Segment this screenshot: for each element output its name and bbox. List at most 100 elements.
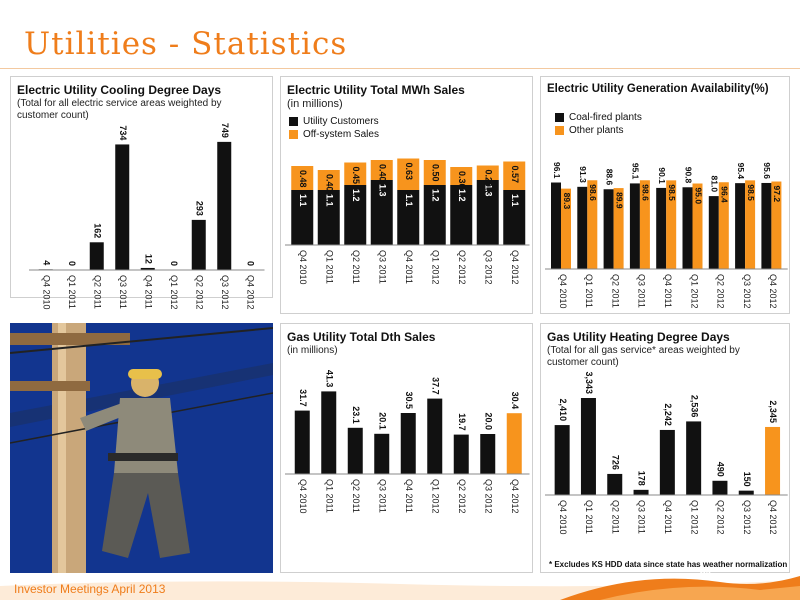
x-tick-label: Q3 2011 (377, 250, 387, 284)
data-label: 81.0 (710, 176, 720, 193)
dth-chart-subtitle: (in millions) (287, 345, 338, 356)
bar (554, 425, 570, 495)
data-label: 30.4 (510, 392, 520, 410)
data-label: 726 (610, 455, 620, 470)
x-tick-label: Q3 2012 (220, 275, 230, 310)
bar (400, 413, 416, 474)
generation-availability-panel: Electric Utility Generation Availability… (540, 76, 790, 314)
mwh-chart-subtitle: (in millions) (287, 98, 343, 110)
bar (506, 413, 522, 474)
footer-text: Investor Meetings April 2013 (14, 582, 166, 596)
data-label: 30.5 (404, 391, 414, 409)
availability-legend: Coal-fired plants Other plants (555, 111, 642, 137)
bar-coal-fired (603, 189, 614, 269)
x-tick-label: Q1 2011 (584, 500, 594, 534)
legend-swatch-orange (289, 130, 298, 139)
data-label: 0.57 (510, 166, 520, 184)
bar (427, 398, 443, 474)
hdd-chart-subtitle: (Total for all gas service* areas weight… (547, 345, 740, 368)
x-tick-label: Q4 2011 (143, 275, 153, 309)
bar-off-system-sales (344, 162, 367, 185)
x-tick-label: Q4 2010 (298, 479, 308, 514)
bar (659, 429, 675, 495)
data-label: 20.1 (377, 412, 387, 430)
data-label: 20.0 (483, 412, 493, 430)
x-tick-label: Q1 2011 (584, 274, 594, 308)
x-tick-label: Q2 2012 (457, 250, 467, 285)
data-label: 0 (169, 261, 179, 266)
bar (765, 426, 781, 495)
x-tick-label: Q3 2011 (637, 500, 647, 534)
x-tick-label: Q2 2011 (351, 479, 361, 513)
bar-off-system-sales (423, 160, 446, 185)
availability-chart-title: Electric Utility Generation Availability… (547, 83, 769, 95)
utility-pole-worker-illustration (10, 323, 273, 573)
bar-off-system-sales (503, 161, 526, 190)
cooling-chart-title: Electric Utility Cooling Degree Days (17, 83, 222, 97)
legend-label: Other plants (569, 125, 624, 136)
data-label: 0.45 (351, 167, 361, 185)
bar-other-plants (745, 180, 756, 269)
x-tick-label: Q4 2010 (558, 500, 568, 535)
data-label: 2,410 (558, 399, 568, 422)
bar-coal-fired (761, 182, 772, 269)
bar-other-plants (613, 188, 624, 269)
bar-utility-customers (503, 190, 526, 245)
data-label: 98.6 (588, 184, 598, 201)
data-label: 0 (245, 261, 255, 266)
bar-other-plants (692, 183, 703, 269)
x-tick-label: Q3 2012 (742, 274, 752, 309)
x-tick-label: Q2 2011 (351, 250, 361, 284)
bar-utility-customers (476, 180, 499, 245)
bar (321, 391, 337, 474)
data-label: 1.1 (298, 194, 308, 207)
data-label: 1.1 (324, 194, 334, 207)
bar-utility-customers (397, 190, 420, 245)
x-tick-label: Q3 2012 (483, 250, 493, 285)
page-title: Utilities - Statistics (24, 26, 348, 62)
bar-utility-customers (423, 185, 446, 245)
data-label: 98.5 (746, 184, 756, 201)
x-tick-label: Q3 2011 (118, 275, 128, 309)
x-tick-label: Q1 2012 (689, 274, 699, 309)
dth-chart-title: Gas Utility Total Dth Sales (287, 330, 436, 344)
data-label: 293 (194, 201, 204, 216)
x-tick-label: Q2 2012 (716, 500, 726, 535)
x-tick-label: Q2 2012 (194, 275, 204, 310)
bar (140, 267, 155, 270)
bar-other-plants (666, 180, 677, 269)
bar-off-system-sales (291, 166, 314, 190)
x-tick-label: Q4 2012 (245, 275, 255, 310)
generation-availability-chart: 96.189.391.398.688.689.995.198.690.198.5… (545, 162, 788, 309)
data-label: 95.0 (693, 188, 703, 205)
data-label: 0.40 (324, 174, 334, 192)
page-number: 39 (700, 566, 712, 577)
title-divider (0, 68, 800, 69)
data-label: 0.40 (377, 164, 387, 182)
bar (580, 398, 596, 495)
bar (738, 490, 754, 495)
data-label: 0.50 (430, 164, 440, 182)
data-label: 162 (92, 223, 102, 238)
x-tick-label: Q4 2011 (404, 479, 414, 513)
bar-utility-customers (317, 190, 340, 245)
data-label: 2,242 (663, 403, 673, 426)
data-label: 91.3 (578, 166, 588, 183)
x-tick-label: Q3 2012 (483, 479, 493, 514)
bar-utility-customers (344, 185, 367, 245)
bar (712, 480, 728, 495)
data-label: 90.8 (683, 167, 693, 184)
x-tick-label: Q4 2010 (298, 250, 308, 285)
bar-utility-customers (450, 185, 473, 245)
data-label: 734 (118, 125, 128, 140)
data-label: 1.2 (457, 189, 467, 202)
data-label: 89.3 (562, 193, 572, 210)
bar (607, 473, 623, 495)
cooling-chart-subtitle: (Total for all electric service areas we… (17, 98, 222, 121)
mwh-sales-panel: Electric Utility Total MWh Sales (in mil… (280, 76, 533, 314)
x-tick-label: Q2 2012 (457, 479, 467, 514)
bar-coal-fired (629, 183, 640, 269)
data-label: 95.4 (736, 163, 746, 180)
x-tick-label: Q1 2011 (324, 479, 334, 513)
bar (115, 144, 130, 270)
